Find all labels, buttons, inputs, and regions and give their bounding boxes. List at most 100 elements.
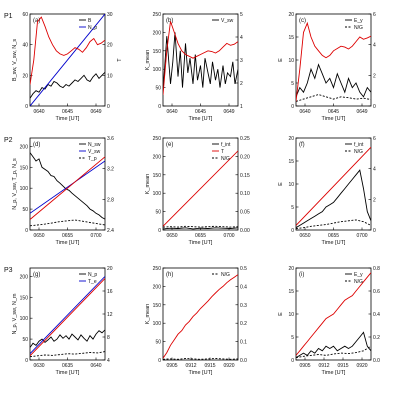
- y-tick-label: 60: [22, 12, 28, 18]
- y-tick-label: 100: [153, 67, 162, 73]
- y2-tick-label: 4: [373, 43, 376, 49]
- series-line-1: [30, 276, 105, 355]
- x-axis-label: Time [UT]: [322, 240, 346, 246]
- y-tick-label: 200: [20, 144, 29, 150]
- y2-axis-label: T: [117, 58, 123, 62]
- y-axis-label: K_mean: [145, 304, 151, 325]
- y2-tick-label: 0.5: [240, 266, 247, 272]
- y2-tick-label: 12: [107, 312, 113, 318]
- y-tick-label: 20: [288, 136, 294, 142]
- panel-label: (i): [299, 272, 304, 278]
- legend-label: N/G: [354, 279, 363, 285]
- panel-label: (d): [33, 142, 40, 148]
- y-tick-label: 0: [158, 104, 161, 110]
- y-tick-label: 150: [153, 173, 162, 179]
- y2-tick-label: 0.25: [240, 136, 250, 142]
- y2-tick-label: 20: [107, 43, 113, 49]
- x-tick-label: 0640: [166, 109, 177, 115]
- y2-tick-label: 0.2: [240, 321, 247, 327]
- y2-tick-label: 0.3: [240, 303, 247, 309]
- x-tick-label: 0630: [33, 363, 44, 369]
- x-tick-label: 0650: [166, 233, 177, 239]
- y-tick-label: 100: [153, 191, 162, 197]
- x-tick-label: 0912: [318, 363, 329, 369]
- y-axis-label: N_p, V_sw, T_p, N_s: [12, 158, 18, 210]
- y2-tick-label: 2.4: [107, 228, 114, 234]
- y2-tick-label: 3: [240, 58, 243, 64]
- x-axis-label: Time [UT]: [56, 240, 80, 246]
- legend-label: E_y: [354, 272, 363, 278]
- x-tick-label: 0905: [166, 363, 177, 369]
- y2-tick-label: 4: [107, 358, 110, 364]
- y-tick-label: 200: [153, 30, 162, 36]
- series-line-0: [296, 331, 371, 359]
- legend-label: N/G: [221, 156, 230, 162]
- y-tick-label: 10: [288, 58, 294, 64]
- legend-label: E_y: [354, 18, 363, 24]
- x-tick-label: 0920: [223, 363, 234, 369]
- x-axis-label: Time [UT]: [56, 116, 80, 122]
- y-tick-label: 0: [291, 358, 294, 364]
- x-tick-label: 0920: [356, 363, 367, 369]
- series-line-1: [296, 219, 371, 230]
- series-line-1: [163, 150, 238, 227]
- y2-tick-label: 8: [107, 335, 110, 341]
- panel-f: (f) 0 5 10 15 20 0 2 4 6 0650 0655 0700 Time [UT] Ef_i…: [278, 136, 376, 246]
- x-tick-label: 0655: [62, 233, 73, 239]
- y2-tick-label: 2: [373, 73, 376, 79]
- y-tick-label: 150: [20, 165, 29, 171]
- y-tick-label: 40: [22, 43, 28, 49]
- panel-label: (b): [166, 18, 173, 24]
- x-tick-label: 0700: [223, 233, 234, 239]
- y2-tick-label: 2.8: [107, 197, 114, 203]
- panel-d: (d) 0 50 100 150 200 2.4 2.8 3.2 3.6 0650 0655 0700 T…: [12, 136, 114, 246]
- x-tick-label: 0649: [90, 109, 101, 115]
- panel-e: (e) 0 50 100 150 200 250 0.00 0.05 0.10 0.15 0.20 0.…: [145, 136, 250, 246]
- y2-tick-label: 2: [373, 197, 376, 203]
- x-tick-label: 0645: [195, 109, 206, 115]
- y2-tick-label: 30: [107, 12, 113, 18]
- series-line-2: [296, 146, 371, 226]
- y-tick-label: 10: [288, 182, 294, 188]
- y-tick-label: 250: [153, 12, 162, 18]
- x-tick-label: 0915: [204, 363, 215, 369]
- series-line-1: [163, 21, 238, 96]
- y-tick-label: 20: [288, 266, 294, 272]
- panel-b: (b) 0 50 100 150 200 250 1 2 3 4 5 0640 0645 0649 Time …: [145, 12, 243, 122]
- legend-label: T: [221, 149, 224, 155]
- y-tick-label: 50: [155, 86, 161, 92]
- x-tick-label: 0640: [90, 363, 101, 369]
- y2-tick-label: 1: [240, 104, 243, 110]
- y-tick-label: 20: [288, 12, 294, 18]
- y-axis-label: N_p, V_sw, N_m: [12, 293, 18, 334]
- x-tick-label: 0700: [90, 233, 101, 239]
- x-tick-label: 0912: [185, 363, 196, 369]
- x-axis-label: Time [UT]: [189, 116, 213, 122]
- series-line-0: [30, 329, 105, 348]
- y2-tick-label: 0.05: [240, 210, 250, 216]
- y2-tick-label: 20: [107, 266, 113, 272]
- y2-tick-label: 0: [373, 104, 376, 110]
- series-line-0: [296, 169, 371, 229]
- y-tick-label: 0: [25, 104, 28, 110]
- y2-tick-label: 0.15: [240, 173, 250, 179]
- y-tick-label: 5: [291, 335, 294, 341]
- x-tick-label: 0700: [356, 233, 367, 239]
- panel-c: (c) 0 5 10 15 20 0 2 4 6 0640 0645 0649 Time [UT] E E_y…: [278, 12, 376, 122]
- y2-tick-label: 0.1: [240, 340, 247, 346]
- series-line-2: [30, 16, 105, 85]
- y-tick-label: 150: [153, 49, 162, 55]
- row-label-p1: P1: [4, 13, 13, 20]
- plot-frame: [162, 13, 239, 107]
- y-tick-label: 0: [25, 228, 28, 234]
- series-line-3: [30, 156, 105, 220]
- y-tick-label: 150: [20, 295, 29, 301]
- x-tick-label: 0655: [195, 233, 206, 239]
- y-axis-label: E: [278, 182, 284, 186]
- x-tick-label: 0649: [356, 109, 367, 115]
- y2-tick-label: 4: [240, 35, 243, 41]
- series-line-2: [30, 219, 105, 227]
- legend-label: T_e: [88, 279, 97, 285]
- x-tick-label: 0915: [337, 363, 348, 369]
